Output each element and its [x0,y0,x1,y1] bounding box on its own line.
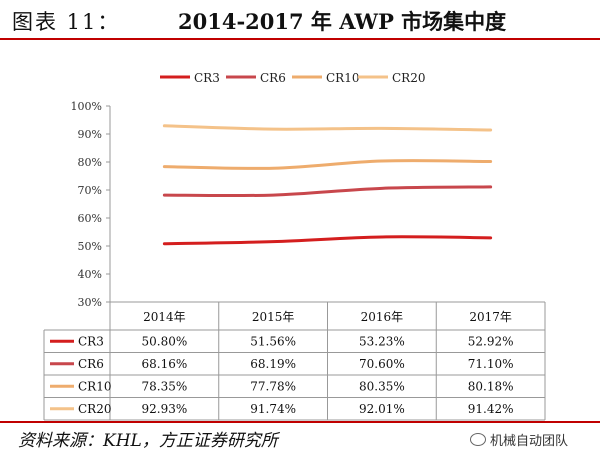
data-label: 50.80% [141,334,187,348]
data-label: 70.60% [359,357,405,371]
table-row-label-cr10: CR10 [78,379,112,393]
table-row-label-cr6: CR6 [78,357,104,371]
data-label: 53.23% [359,334,405,348]
data-label: 92.01% [359,402,405,416]
series-line-cr6 [162,185,493,198]
data-label: 91.74% [250,402,296,416]
data-label: 80.18% [468,379,514,393]
source-note: 资料来源：KHL，方正证券研究所 [18,431,278,451]
legend-label-cr3: CR3 [194,71,220,85]
series-line-cr3 [162,235,493,246]
y-tick-label: 80% [78,156,102,169]
data-label: 92.93% [141,402,187,416]
data-label: 68.19% [250,357,296,371]
x-category-label: 2017年 [469,310,512,324]
y-tick-label: 30% [78,296,102,309]
y-tick-label: 90% [78,128,102,141]
data-label: 80.35% [359,379,405,393]
data-label: 77.78% [250,379,296,393]
y-tick-label: 100% [71,100,102,113]
watermark-text: 机械自动团队 [490,434,569,449]
data-label: 91.42% [468,402,514,416]
data-label: 71.10% [468,357,514,371]
data-label: 51.56% [250,334,296,348]
title-row: 图表 11： 2014-2017 年 AWP 市场集中度 [0,0,600,40]
figure-label: 图表 11： [12,10,121,34]
watermark: 机械自动团队 [470,430,568,449]
title-rule-top [0,38,600,40]
x-category-label: 2014年 [143,310,186,324]
series-line-cr10 [162,159,493,170]
data-label: 78.35% [141,379,187,393]
y-tick-label: 60% [78,212,102,225]
table-row-label-cr20: CR20 [78,402,112,416]
series-line-cr20 [162,124,493,132]
y-tick-label: 70% [78,184,102,197]
legend-label-cr10: CR10 [326,71,360,85]
data-label: 68.16% [141,357,187,371]
legend-label-cr6: CR6 [260,71,286,85]
legend-label-cr20: CR20 [392,71,426,85]
title-rule-bottom [0,421,600,423]
chart: CR3 CR6 CR10 CR20 30% 40% 50% 60% 70% 80% 90% 100% 2… [43,71,546,421]
wechat-icon [470,433,486,446]
data-label: 52.92% [468,334,514,348]
chart-title: 2014-2017 年 AWP 市场集中度 [178,9,507,34]
x-category-label: 2015年 [252,310,295,324]
y-tick-label: 50% [78,240,102,253]
x-category-label: 2016年 [361,310,404,324]
y-tick-label: 40% [78,268,102,281]
table-row-label-cr3: CR3 [78,334,104,348]
